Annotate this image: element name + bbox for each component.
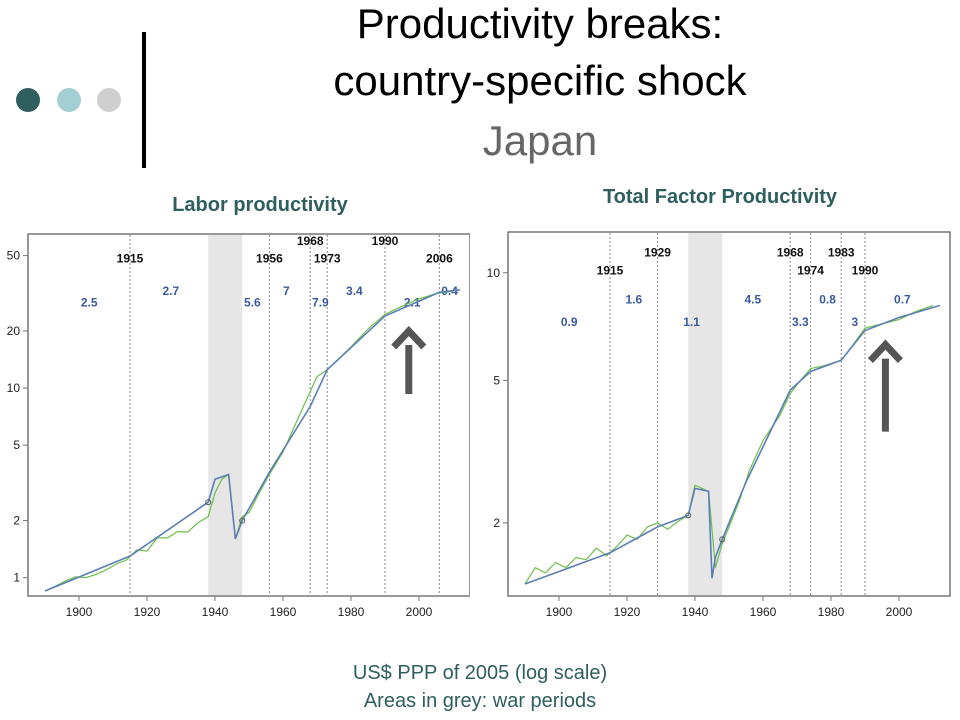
x-tick-label: 1920 (134, 605, 161, 619)
slide-title-line2: country-specific shock (333, 57, 747, 104)
break-label-1956: 1956 (256, 251, 283, 265)
break-label-1983: 1983 (828, 246, 855, 260)
series-line-trend (524, 304, 941, 585)
title-divider (142, 32, 146, 168)
break-label-1929: 1929 (644, 246, 671, 260)
break-label-1968: 1968 (297, 234, 324, 248)
growth-rate-label: 3.4 (346, 284, 363, 298)
break-label-1968: 1968 (777, 246, 804, 260)
break-label-1990: 1990 (852, 263, 879, 277)
growth-rate-label: 3 (851, 315, 858, 329)
war-endpoint-marker (205, 499, 212, 506)
y-tick-label: 5 (13, 438, 20, 452)
growth-rate-label: 0.9 (561, 315, 578, 329)
caption-grey-areas: Areas in grey: war periods (363, 690, 597, 712)
x-tick-label: 1900 (546, 605, 573, 619)
growth-rate-label: 3.3 (792, 315, 809, 329)
slide-dot-light-teal (57, 88, 81, 112)
plot-frame (507, 231, 951, 597)
growth-rate-label: 0.7 (894, 293, 911, 307)
y-tick-label: 20 (7, 324, 21, 338)
highlight-arrow-head (867, 339, 903, 363)
x-tick-label: 1920 (614, 605, 641, 619)
y-tick-label: 5 (493, 374, 500, 388)
x-tick-label: 1940 (682, 605, 709, 619)
growth-rate-label: 5.6 (244, 295, 261, 309)
series-line-trend (44, 289, 460, 592)
highlight-arrow-head (391, 325, 427, 350)
x-tick-label: 2000 (406, 605, 433, 619)
y-tick-label: 2 (13, 514, 20, 528)
break-label-1915: 1915 (117, 251, 144, 265)
labor-productivity-chart: 1915 1956 1968 1973 1990 2006 2.5 2.7 5.6 7 7.9 3.4… (7, 233, 470, 619)
y-tick-label: 10 (487, 266, 501, 280)
x-tick-label: 1980 (818, 605, 845, 619)
growth-rate-label: 7 (283, 284, 290, 298)
tfp-chart: 1915 1929 1968 1974 1983 1990 0.9 1.6 1.1 4.5 3.3 0… (487, 231, 951, 619)
slide-title-line1: Productivity breaks: (356, 0, 724, 47)
break-label-1990: 1990 (372, 234, 399, 248)
chart-title-labor: Labor productivity (172, 194, 348, 216)
slide-dot-dark (16, 88, 40, 112)
war-endpoint-marker (685, 512, 692, 519)
war-endpoint-marker (719, 536, 726, 543)
growth-rate-label: 1.1 (683, 315, 700, 329)
growth-rate-label: 1.6 (625, 293, 642, 307)
x-tick-label: 1900 (66, 605, 93, 619)
growth-rate-label: 2.7 (162, 284, 179, 298)
chart-title-tfp: Total Factor Productivity (602, 186, 838, 208)
caption-units: US$ PPP of 2005 (log scale) (352, 662, 608, 684)
plot-frame (27, 233, 470, 597)
break-label-2006: 2006 (426, 251, 453, 265)
x-tick-label: 1960 (750, 605, 777, 619)
break-label-1915: 1915 (597, 263, 624, 277)
y-tick-label: 10 (7, 381, 21, 395)
x-tick-label: 1980 (338, 605, 365, 619)
war-period-area (208, 235, 243, 595)
break-label-1974: 1974 (797, 263, 824, 277)
y-tick-label: 2 (493, 516, 500, 530)
x-tick-label: 1940 (202, 605, 229, 619)
slide-dot-grey (97, 88, 121, 112)
x-tick-label: 2000 (886, 605, 913, 619)
war-endpoint-marker (239, 517, 246, 524)
slide-subtitle-country: Japan (482, 117, 598, 164)
break-label-1973: 1973 (314, 251, 341, 265)
growth-rate-label: 4.5 (744, 293, 761, 307)
y-tick-label: 1 (13, 571, 20, 585)
x-tick-label: 1960 (270, 605, 297, 619)
war-period-area (688, 233, 723, 595)
y-tick-label: 50 (7, 249, 21, 263)
growth-rate-label: 2.5 (81, 295, 98, 309)
growth-rate-label: 0.8 (819, 293, 836, 307)
growth-rate-label: 7.9 (312, 295, 329, 309)
